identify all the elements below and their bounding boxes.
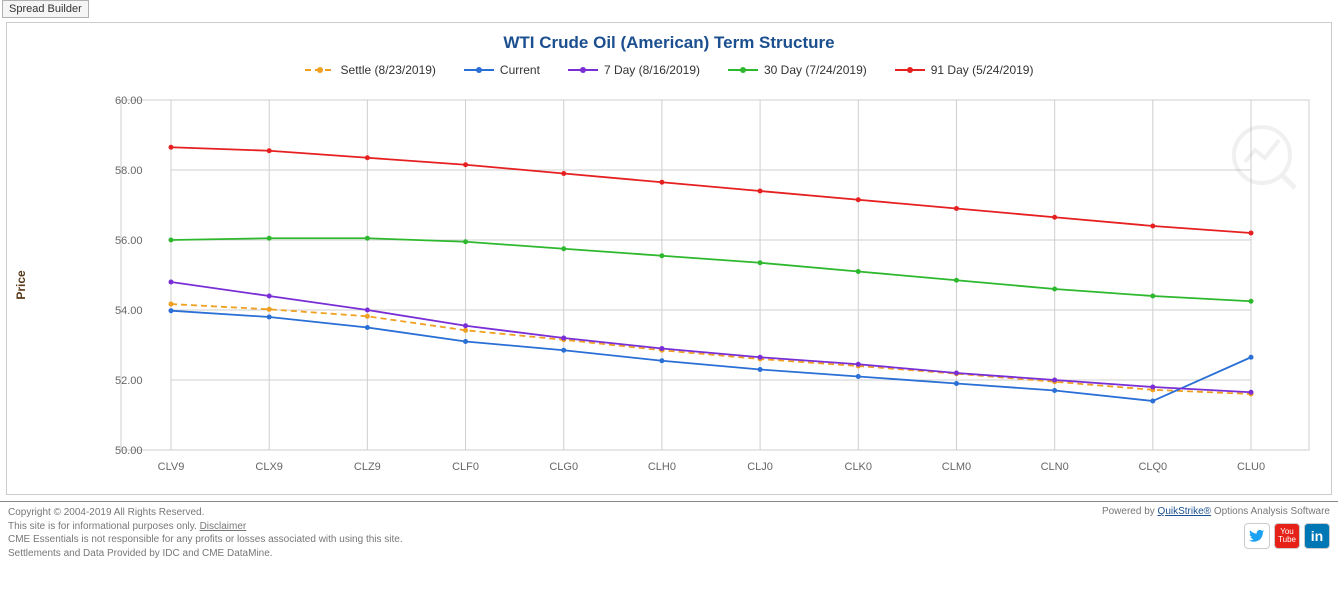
svg-text:54.00: 54.00 [115, 305, 143, 317]
chart-plot-wrap: Price 50.0052.0054.0056.0058.0060.00CLV9… [51, 90, 1317, 480]
svg-text:CLX9: CLX9 [255, 461, 283, 473]
svg-text:CLF0: CLF0 [452, 461, 479, 473]
chart-panel: WTI Crude Oil (American) Term Structure … [6, 22, 1332, 495]
legend-swatch [895, 65, 925, 75]
footer-copyright: Copyright © 2004-2019 All Rights Reserve… [8, 506, 403, 520]
social-icons: You Tube in [1244, 523, 1330, 549]
twitter-icon[interactable] [1244, 523, 1270, 549]
svg-text:60.00: 60.00 [115, 95, 143, 107]
legend-item[interactable]: 30 Day (7/24/2019) [728, 63, 867, 77]
legend-swatch [728, 65, 758, 75]
chart-title: WTI Crude Oil (American) Term Structure [11, 33, 1327, 53]
svg-text:CLJ0: CLJ0 [747, 461, 773, 473]
legend-label: 91 Day (5/24/2019) [931, 63, 1034, 77]
chart-svg: 50.00 52.00 54.00 56.00 58.00 60.00 CLV9 CLX9 CL… [51, 90, 1311, 480]
legend-item[interactable]: Current [464, 63, 540, 77]
spread-builder-button[interactable]: Spread Builder [2, 0, 89, 18]
svg-text:CLM0: CLM0 [942, 461, 971, 473]
page-root: Spread Builder WTI Crude Oil (American) … [0, 0, 1338, 590]
linkedin-icon[interactable]: in [1304, 523, 1330, 549]
svg-text:CLZ9: CLZ9 [354, 461, 381, 473]
footer-line2: This site is for informational purposes … [8, 520, 403, 534]
legend-swatch [464, 65, 494, 75]
quikstrike-link[interactable]: QuikStrike® [1158, 506, 1212, 517]
top-bar: Spread Builder [0, 0, 1338, 22]
powered-by: Powered by QuikStrike® Options Analysis … [1102, 506, 1330, 517]
svg-text:58.00: 58.00 [115, 165, 143, 177]
svg-text:50.00: 50.00 [115, 445, 143, 457]
svg-text:CLU0: CLU0 [1237, 461, 1265, 473]
legend-item[interactable]: 7 Day (8/16/2019) [568, 63, 700, 77]
footer-left: Copyright © 2004-2019 All Rights Reserve… [8, 506, 403, 560]
svg-text:CLN0: CLN0 [1041, 461, 1069, 473]
svg-text:56.00: 56.00 [115, 235, 143, 247]
footer-line4: Settlements and Data Provided by IDC and… [8, 547, 403, 561]
svg-text:CLH0: CLH0 [648, 461, 676, 473]
svg-text:CLQ0: CLQ0 [1138, 461, 1167, 473]
powered-prefix: Powered by [1102, 506, 1158, 517]
footer-line2-prefix: This site is for informational purposes … [8, 521, 200, 532]
legend-item[interactable]: 91 Day (5/24/2019) [895, 63, 1034, 77]
disclaimer-link[interactable]: Disclaimer [200, 521, 247, 532]
svg-text:CLK0: CLK0 [845, 461, 873, 473]
legend-label: 30 Day (7/24/2019) [764, 63, 867, 77]
svg-text:52.00: 52.00 [115, 375, 143, 387]
youtube-label: You Tube [1278, 528, 1296, 544]
youtube-icon[interactable]: You Tube [1274, 523, 1300, 549]
legend-item[interactable]: Settle (8/23/2019) [305, 63, 436, 77]
footer-line3: CME Essentials is not responsible for an… [8, 533, 403, 547]
legend-swatch [568, 65, 598, 75]
powered-suffix: Options Analysis Software [1211, 506, 1330, 517]
y-axis-title: Price [14, 270, 28, 299]
svg-text:CLV9: CLV9 [158, 461, 185, 473]
chart-legend: Settle (8/23/2019) Current 7 Day (8/16/201… [11, 63, 1327, 78]
legend-label: 7 Day (8/16/2019) [604, 63, 700, 77]
legend-label: Settle (8/23/2019) [341, 63, 436, 77]
page-footer: Copyright © 2004-2019 All Rights Reserve… [0, 501, 1338, 564]
legend-swatch [305, 65, 335, 75]
svg-text:CLG0: CLG0 [549, 461, 578, 473]
footer-right: Powered by QuikStrike® Options Analysis … [1102, 506, 1330, 549]
legend-label: Current [500, 63, 540, 77]
